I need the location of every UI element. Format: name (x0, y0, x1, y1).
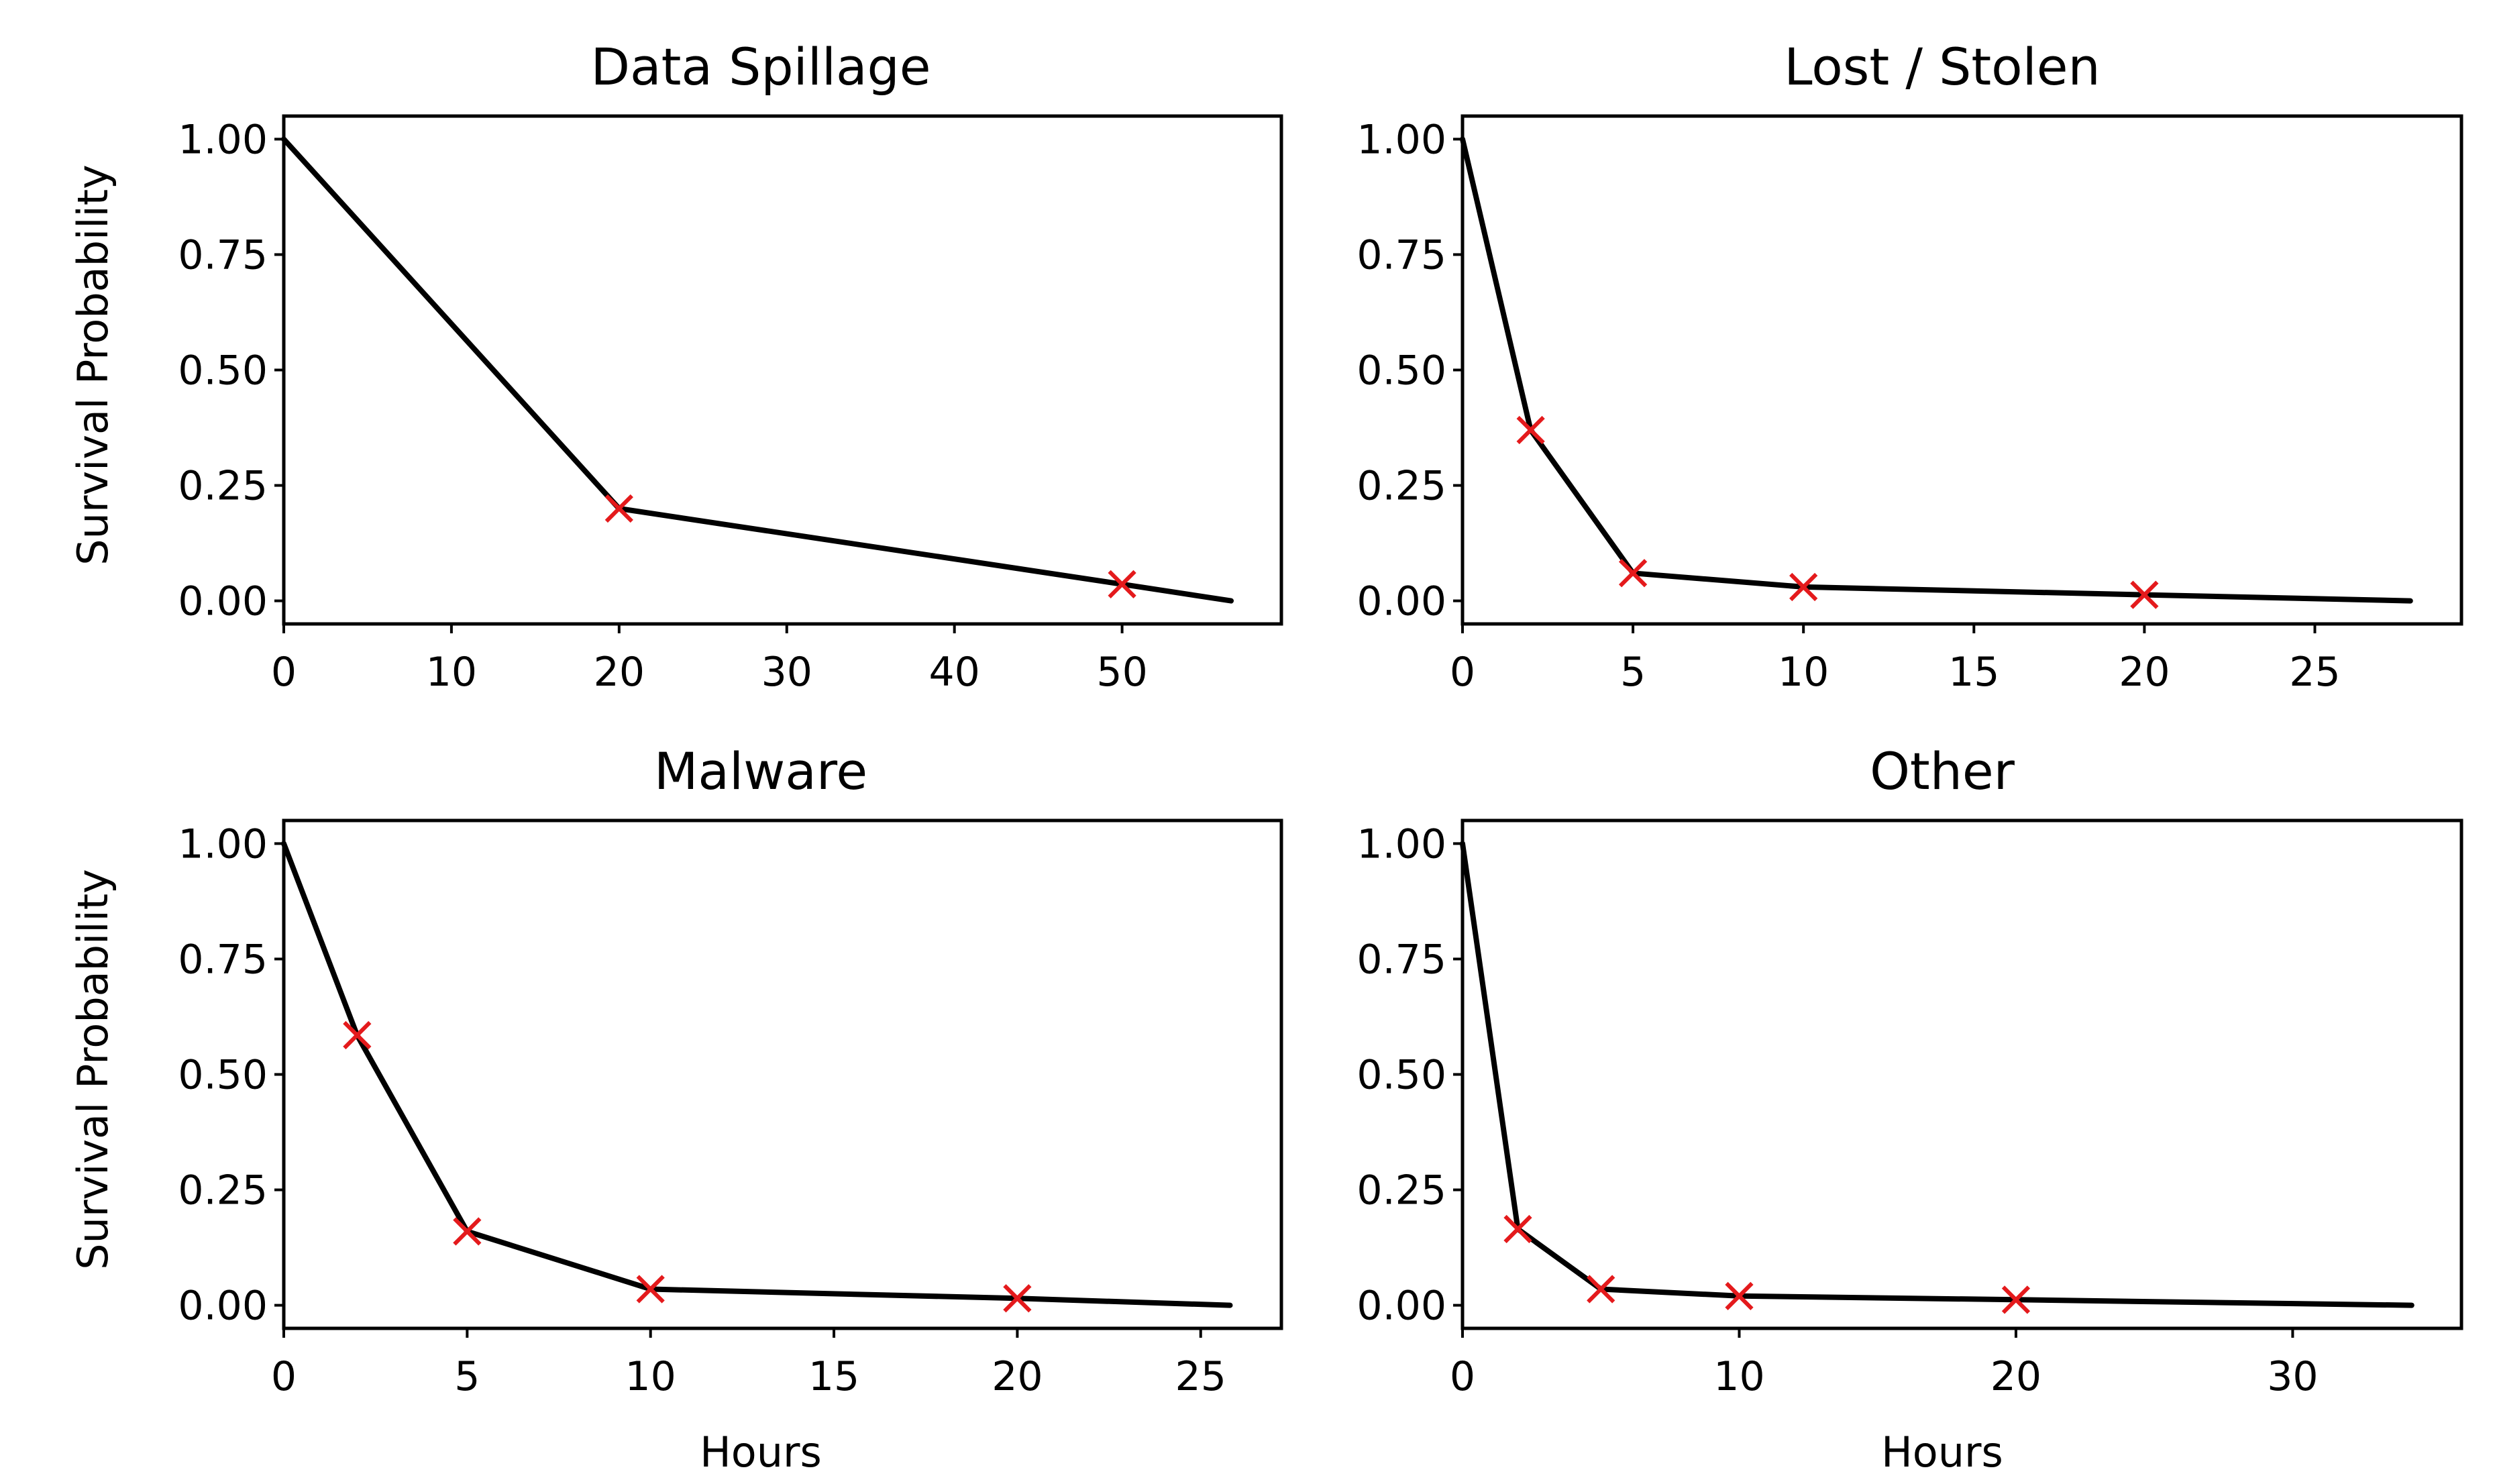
censor-marker-stroke (1516, 415, 1545, 445)
y-axis-label: Survival Probability (68, 869, 117, 1269)
censor-marker (1618, 559, 1648, 588)
plot-frame (1461, 114, 2463, 626)
x-tick-label: 20 (594, 649, 645, 696)
survival-line (281, 136, 1234, 604)
y-tick-label: 0.75 (178, 231, 268, 278)
x-tick-label: 10 (1713, 1353, 1764, 1400)
survival-line (1460, 136, 2413, 604)
y-tick-label: 0.00 (1357, 578, 1446, 625)
censor-marker-stroke (1789, 572, 1818, 602)
x-tick-label: 0 (271, 1353, 297, 1400)
survival-line (1460, 841, 2414, 1308)
censor-marker-stroke (1108, 570, 1136, 598)
panel-lost-stolen: Lost / Stolen 0.00 0.25 0.50 0.75 1.00 0 5 10 15… (1357, 37, 2463, 696)
x-tick-label: 25 (1175, 1353, 1226, 1400)
y-tick-label: 0.75 (1357, 231, 1446, 278)
censor-marker (1003, 1284, 1032, 1313)
panel-title: Other (1870, 741, 2015, 801)
censor-marker-stroke (604, 494, 633, 523)
censor-marker-stroke (1725, 1281, 1754, 1310)
censor-marker (2130, 580, 2159, 609)
x-tick-label: 40 (928, 649, 979, 696)
y-tick-label: 1.00 (1357, 116, 1446, 163)
x-tick-label: 0 (1450, 649, 1475, 696)
x-tick-label: 20 (1990, 1353, 2041, 1400)
x-axis-label: Hours (1881, 1428, 2003, 1477)
censor-marker (1516, 415, 1545, 445)
censor-marker-stroke (1503, 1214, 1532, 1244)
plot-frame (1461, 818, 2463, 1330)
censor-marker-stroke (453, 1217, 482, 1246)
y-tick-label: 1.00 (1357, 820, 1446, 867)
plot-frame (282, 114, 1283, 626)
censor-marker-stroke (2130, 580, 2159, 609)
y-tick-label: 1.00 (178, 820, 268, 867)
x-tick-label: 10 (625, 1353, 676, 1400)
censor-marker (453, 1217, 482, 1246)
censor-marker (636, 1275, 665, 1304)
x-tick-label: 10 (1778, 649, 1829, 696)
censor-marker (1587, 1275, 1615, 1304)
censor-marker (604, 494, 633, 523)
censor-marker (2001, 1285, 2031, 1314)
x-tick-label: 5 (454, 1353, 480, 1400)
y-tick-label: 0.00 (178, 578, 268, 625)
plot-frame (282, 818, 1283, 1330)
censor-marker (1789, 572, 1818, 602)
x-tick-label: 15 (1948, 649, 1999, 696)
y-tick-label: 0.00 (178, 1283, 268, 1330)
censor-marker-stroke (343, 1020, 372, 1050)
x-tick-label: 20 (992, 1353, 1043, 1400)
panel-title: Malware (654, 741, 867, 801)
censor-marker (343, 1020, 372, 1050)
y-tick-label: 0.50 (1357, 1052, 1446, 1099)
panel-malware: Malware Survival Probability Hours 0.000… (68, 741, 1283, 1477)
panel-other: Other Hours 0.00 0.25 0.50 0.75 1.00 0 10 20 30 (1357, 741, 2463, 1477)
y-tick-label: 1.00 (178, 116, 268, 163)
y-tick-label: 0.25 (1357, 1167, 1446, 1214)
y-tick-label: 0.75 (1357, 936, 1446, 983)
y-tick-label: 0.25 (178, 463, 268, 510)
y-tick-label: 0.50 (178, 348, 268, 394)
y-tick-label: 0.25 (178, 1167, 268, 1214)
x-tick-label: 15 (808, 1353, 859, 1400)
y-tick-label: 0.50 (178, 1052, 268, 1099)
panel-title: Data Spillage (590, 37, 931, 97)
x-tick-label: 10 (426, 649, 477, 696)
censor-marker-stroke (636, 1275, 665, 1304)
x-axis-label: Hours (700, 1428, 822, 1477)
panel-title: Lost / Stolen (1784, 37, 2100, 97)
x-tick-label: 0 (271, 649, 297, 696)
censor-marker-stroke (2001, 1285, 2031, 1314)
x-tick-label: 25 (2289, 649, 2340, 696)
x-tick-label: 50 (1096, 649, 1147, 696)
censor-marker (1108, 570, 1136, 598)
censor-marker-stroke (1003, 1284, 1032, 1313)
censor-marker-stroke (1618, 559, 1648, 588)
x-tick-label: 30 (761, 649, 812, 696)
censor-marker (1503, 1214, 1532, 1244)
x-tick-label: 20 (2119, 649, 2170, 696)
x-tick-label: 5 (1620, 649, 1646, 696)
x-tick-label: 30 (2267, 1353, 2318, 1400)
y-tick-label: 0.00 (1357, 1283, 1446, 1330)
y-axis-label: Survival Probability (68, 164, 117, 565)
censor-marker-stroke (1587, 1275, 1615, 1304)
panel-data-spillage: Data Spillage Survival Probability 0.000… (68, 37, 1283, 696)
y-tick-label: 0.75 (178, 936, 268, 983)
y-tick-label: 0.25 (1357, 463, 1446, 510)
x-tick-label: 0 (1450, 1353, 1475, 1400)
y-tick-label: 0.50 (1357, 348, 1446, 394)
survival-line (281, 841, 1233, 1308)
censor-marker (1725, 1281, 1754, 1310)
